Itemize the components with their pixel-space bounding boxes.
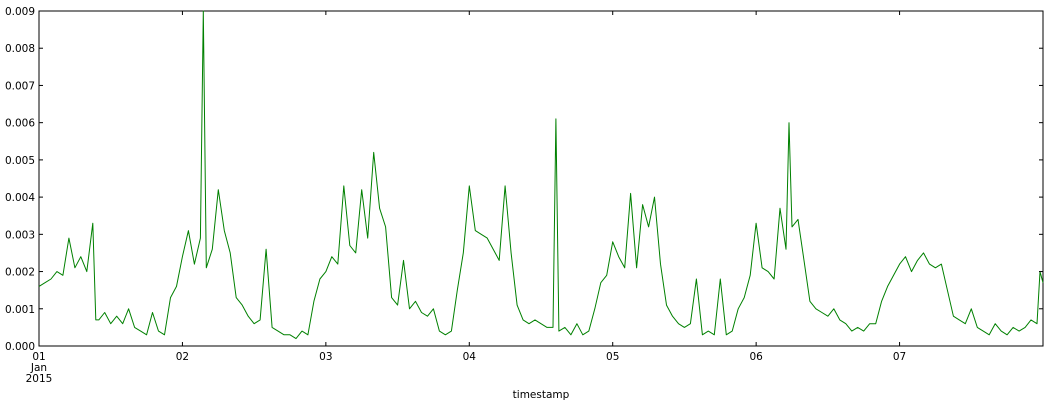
y-tick-label: 0.006 xyxy=(5,118,35,130)
y-tick-label: 0.001 xyxy=(5,304,35,316)
x-axis: 01 Jan 2015 02 03 04 05 06 07 xyxy=(26,11,906,385)
x-tick-label: 03 xyxy=(319,351,332,363)
y-tick-label: 0.003 xyxy=(5,229,35,241)
y-tick-label: 0.000 xyxy=(5,341,35,353)
x-tick-label: 05 xyxy=(606,351,619,363)
series-line-0 xyxy=(38,10,1044,340)
x-tick-label: 06 xyxy=(749,351,763,363)
series-layer xyxy=(38,10,1044,340)
x-tick-label: 02 xyxy=(176,351,189,363)
x-axis-label: timestamp xyxy=(513,389,570,401)
y-tick-label: 0.002 xyxy=(5,267,35,279)
y-tick-label: 0.009 xyxy=(5,6,35,18)
y-tick-label: 0.005 xyxy=(5,155,35,167)
y-tick-label: 0.008 xyxy=(5,43,35,55)
plot-area xyxy=(38,10,1044,347)
x-tick-label: 01 Jan 2015 xyxy=(26,351,53,385)
y-axis: 0.000 0.001 0.002 0.003 0.004 0.005 0.006 0.007… xyxy=(5,6,1043,353)
axes-frame xyxy=(38,10,1044,347)
x-tick-label: 04 xyxy=(463,351,477,363)
y-tick-label: 0.004 xyxy=(5,192,35,204)
y-tick-label: 0.007 xyxy=(5,80,35,92)
x-tick-label: 07 xyxy=(893,351,906,363)
